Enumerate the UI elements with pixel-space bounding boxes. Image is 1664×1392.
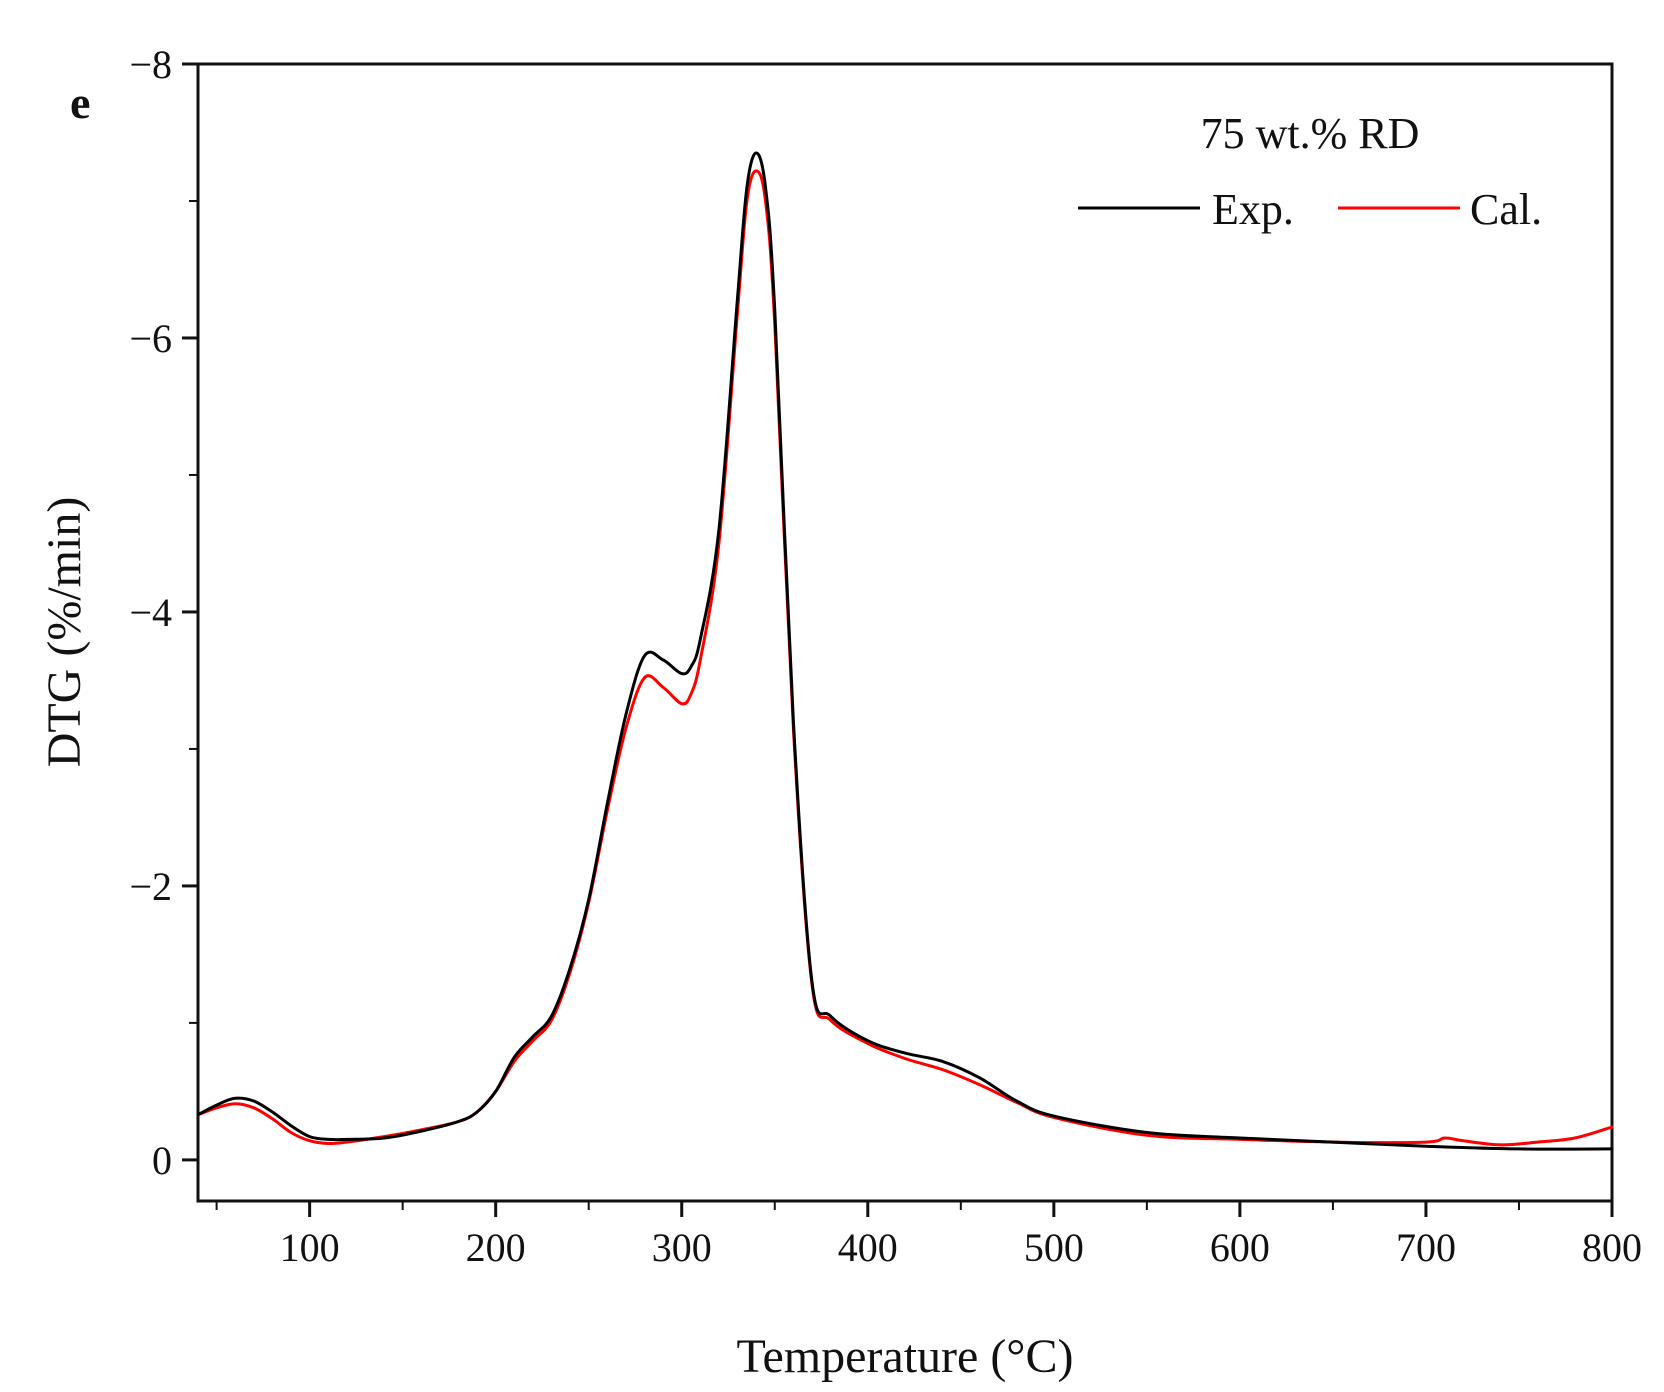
legend-label-cal: Cal. (1470, 185, 1542, 234)
plot-frame (196, 62, 1614, 1203)
x-tick-label: 200 (466, 1225, 526, 1270)
x-tick-label: 600 (1210, 1225, 1270, 1270)
chart-annotation: 75 wt.% RD (1201, 109, 1420, 158)
legend: Exp. Cal. (1078, 185, 1542, 234)
x-tick-label: 300 (652, 1225, 712, 1270)
y-axis: 0 −2 −4 −6 −8 (129, 42, 198, 1183)
x-axis: 100 200 300 400 500 600 700 800 (215, 1201, 1642, 1270)
panel-letter: e (70, 77, 90, 128)
x-tick-label: 700 (1396, 1225, 1456, 1270)
x-tick-label: 400 (838, 1225, 898, 1270)
y-tick-label: −4 (129, 590, 172, 635)
x-tick-label: 500 (1024, 1225, 1084, 1270)
y-tick-label: −2 (129, 864, 172, 909)
series-layer (196, 151, 1614, 1151)
y-tick-label: −6 (129, 316, 172, 361)
y-tick-label: −8 (129, 42, 172, 87)
legend-label-exp: Exp. (1212, 185, 1294, 234)
series-line-exp (196, 151, 1614, 1151)
y-tick-label: 0 (152, 1138, 172, 1183)
x-tick-label: 100 (280, 1225, 340, 1270)
y-axis-title: DTG (%/min) (38, 497, 91, 768)
x-axis-title: Temperature (°C) (736, 1330, 1073, 1383)
x-tick-label: 800 (1582, 1225, 1642, 1270)
